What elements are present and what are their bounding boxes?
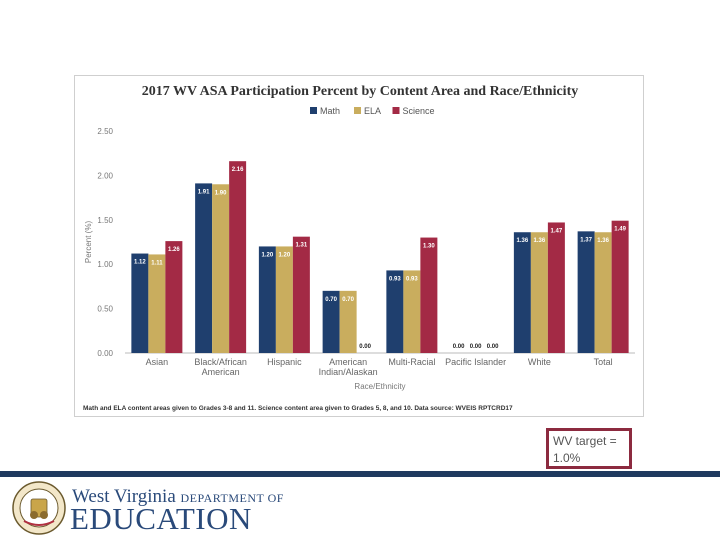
y-tick-label: 2.00 [97, 171, 113, 180]
bar-ela [275, 246, 293, 353]
x-tick-label: Total [594, 357, 613, 367]
logo-education: EDUCATION [70, 501, 252, 536]
wv-seal-icon [12, 481, 66, 535]
bar-math [577, 231, 595, 353]
data-label: 1.36 [597, 238, 609, 244]
logo-state-name: West Virginia [72, 486, 176, 507]
data-label: 0.70 [342, 297, 354, 303]
data-label: 1.20 [262, 252, 274, 258]
x-tick-label: White [528, 357, 551, 367]
x-tick-label: Indian/Alaskan [319, 367, 378, 377]
bar-ela [339, 290, 357, 353]
bar-science [420, 237, 438, 353]
y-tick-label: 1.00 [97, 260, 113, 269]
target-annotation-line1: WV target = [553, 434, 617, 448]
x-tick-label: Pacific Islander [445, 357, 506, 367]
y-tick-label: 0.50 [97, 305, 113, 314]
bar-science [165, 241, 183, 353]
x-tick-label: Asian [146, 357, 169, 367]
data-label: 0.00 [359, 344, 371, 350]
bar-ela [148, 254, 166, 353]
data-label: 0.00 [487, 344, 499, 350]
legend-swatch-science [392, 107, 400, 114]
bar-science [229, 161, 247, 353]
bar-math [513, 232, 531, 353]
data-label: 1.36 [517, 238, 529, 244]
x-tick-label: Hispanic [267, 357, 302, 367]
bar-science [292, 236, 310, 353]
footer-band [0, 471, 720, 546]
bar-ela [530, 232, 548, 353]
legend-label-ela: ELA [364, 106, 381, 116]
bar-science [547, 222, 565, 353]
x-tick-label: Multi-Racial [388, 357, 435, 367]
bar-ela [594, 232, 612, 353]
data-label: 0.00 [453, 344, 465, 350]
y-tick-label: 0.00 [97, 349, 113, 358]
data-label: 2.16 [232, 167, 244, 173]
bar-math [131, 253, 149, 353]
logo-line1: West Virginia DEPARTMENT OF [72, 486, 284, 508]
chart-title: 2017 WV ASA Participation Percent by Con… [142, 84, 578, 99]
y-tick-label: 2.50 [97, 127, 113, 136]
x-axis-label: Race/Ethnicity [354, 382, 405, 391]
data-label: 1.49 [614, 227, 626, 233]
legend-swatch-math [310, 107, 317, 114]
data-label: 1.26 [168, 247, 180, 253]
data-label: 1.37 [580, 237, 592, 243]
data-label: 1.11 [151, 260, 163, 266]
bar-chart: 2017 WV ASA Participation Percent by Con… [83, 84, 635, 412]
target-annotation-line2: 1.0% [553, 451, 581, 465]
legend-label-math: Math [320, 106, 340, 116]
y-tick-label: 1.50 [97, 216, 113, 225]
data-label: 1.30 [423, 244, 435, 250]
bar-ela [403, 270, 421, 353]
data-label: 0.70 [325, 297, 337, 303]
x-tick-label: Black/African [194, 357, 247, 367]
bar-science [611, 220, 629, 353]
x-tick-label: American [329, 357, 367, 367]
chart-footnote: Math and ELA content areas given to Grad… [83, 405, 513, 412]
data-label: 1.20 [279, 252, 291, 258]
data-label: 1.12 [134, 260, 146, 266]
data-label: 1.47 [551, 228, 563, 234]
data-label: 1.90 [215, 190, 227, 196]
bar-ela [212, 184, 230, 353]
target-annotation: WV target = 1.0% [546, 428, 632, 469]
data-label: 1.31 [296, 243, 308, 249]
bar-math [195, 183, 213, 353]
data-label: 0.00 [470, 344, 482, 350]
x-tick-label: American [202, 367, 240, 377]
bar-math [386, 270, 404, 353]
legend-swatch-ela [354, 107, 361, 114]
data-label: 1.91 [198, 189, 210, 195]
y-axis-label: Percent (%) [84, 221, 93, 264]
data-label: 1.36 [534, 238, 546, 244]
data-label: 0.93 [406, 276, 418, 282]
bar-math [258, 246, 276, 353]
chart-frame: 2017 WV ASA Participation Percent by Con… [74, 75, 644, 417]
legend-label-science: Science [403, 106, 435, 116]
logo-department: DEPARTMENT OF [180, 491, 284, 505]
bar-math [322, 290, 340, 353]
data-label: 0.93 [389, 276, 401, 282]
